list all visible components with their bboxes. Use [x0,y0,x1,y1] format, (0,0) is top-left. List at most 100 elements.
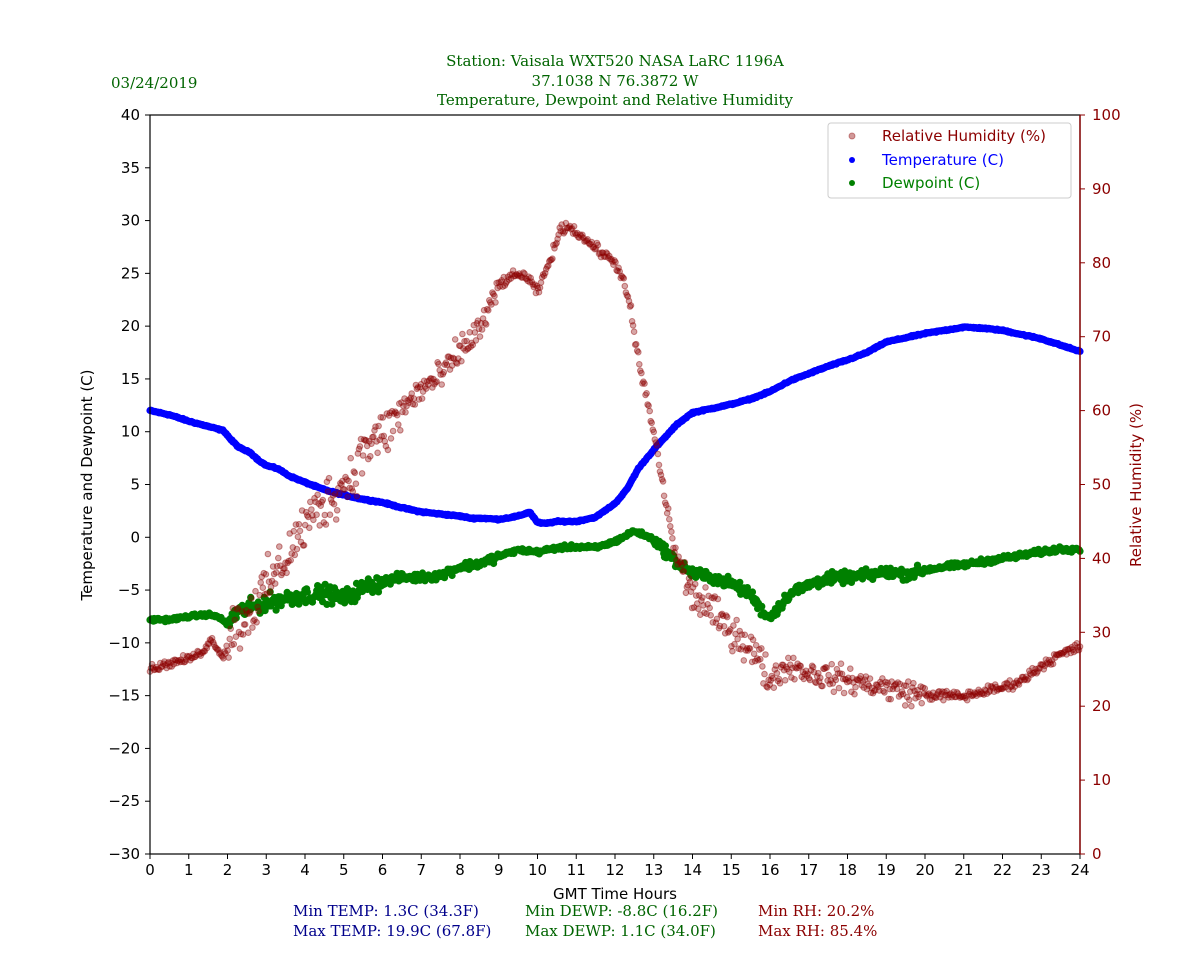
rh-point [287,557,295,564]
rh-point [910,679,917,687]
rh-point [335,484,342,492]
rh-point [985,688,993,696]
rh-point [199,649,207,657]
rh-point [378,433,386,440]
rh-point [447,354,455,362]
rh-point [967,688,974,696]
rh-point [532,289,540,297]
rh-point [817,674,824,682]
rh-point [900,682,908,689]
rh-point [848,688,855,696]
rh-point [511,272,519,280]
rh-point [573,229,581,237]
rh-point [423,378,431,385]
rh-point [827,677,835,684]
rh-point [913,690,920,698]
rh-point [266,589,274,596]
rh-point [290,527,298,535]
rh-point [190,650,197,658]
rh-point [388,407,396,415]
rh-point [594,241,602,249]
rh-point [608,255,615,263]
rh-point [610,261,617,269]
rh-point [324,488,332,495]
rh-point [825,671,832,679]
x-tick-label: 16 [760,861,779,879]
rh-point [899,690,907,698]
rh-point [458,357,465,365]
rh-point [194,647,201,655]
rh-point [535,288,543,296]
rh-point [208,634,216,642]
rh-point [758,645,765,652]
rh-point [644,401,651,408]
rh-point [668,528,675,536]
rh-point [248,595,255,602]
rh-point [434,359,441,366]
rh-point [216,650,223,657]
x-tick-label: 6 [378,861,388,879]
rh-point [415,396,423,403]
rh-point [346,484,354,492]
rh-point [928,696,936,703]
rh-point [988,683,996,691]
rh-point [545,262,552,270]
rh-point [569,230,577,237]
rh-point [156,666,163,674]
rh-point [446,366,454,373]
rh-point [171,656,179,664]
y-tick-label: 35 [121,159,140,177]
rh-point [890,682,898,690]
rh-point [730,622,737,629]
rh-point [166,663,173,670]
rh-point [930,693,938,700]
rh-point [776,680,784,687]
rh-point [924,691,932,698]
rh-point [774,677,782,685]
rh-point [282,559,289,567]
rh-point [350,468,358,475]
x-tick-label: 21 [954,861,973,879]
rh-point [235,628,243,636]
series-dewpoint [146,527,1084,630]
rh-point [741,631,749,639]
rh-point [207,637,215,644]
rh-point [872,681,880,688]
rh-point [797,662,805,670]
rh-point [220,655,227,662]
rh-point [420,377,428,385]
rh-point [418,395,426,402]
x-tick-label: 5 [339,861,349,879]
rh-point [726,627,733,635]
rh-point [794,660,801,668]
rh-point [945,694,952,701]
rh-point [552,241,559,248]
rh-point [739,643,747,650]
y-tick-label: 20 [121,317,140,335]
rh-point [309,512,316,519]
rh-point [756,646,763,653]
rh-point [882,678,889,686]
rh-point [280,565,287,572]
rh-point [772,662,780,669]
rh-point [353,492,361,500]
rh-point [673,556,680,564]
rh-point [914,686,921,694]
rh-point [983,690,991,698]
rh-point [246,610,253,617]
rh-point [419,388,427,395]
rh-point [600,253,608,260]
rh-point [648,419,656,427]
x-tick-label: 15 [722,861,741,879]
dewpoint-point [266,588,274,596]
rh-point [865,682,873,690]
rh-point [276,543,283,550]
rh-point [292,521,300,528]
rh-point [839,675,847,683]
x-tick-label: 0 [145,861,155,879]
rh-point [975,686,982,694]
rh-point [995,685,1002,693]
rh-point [211,644,219,651]
